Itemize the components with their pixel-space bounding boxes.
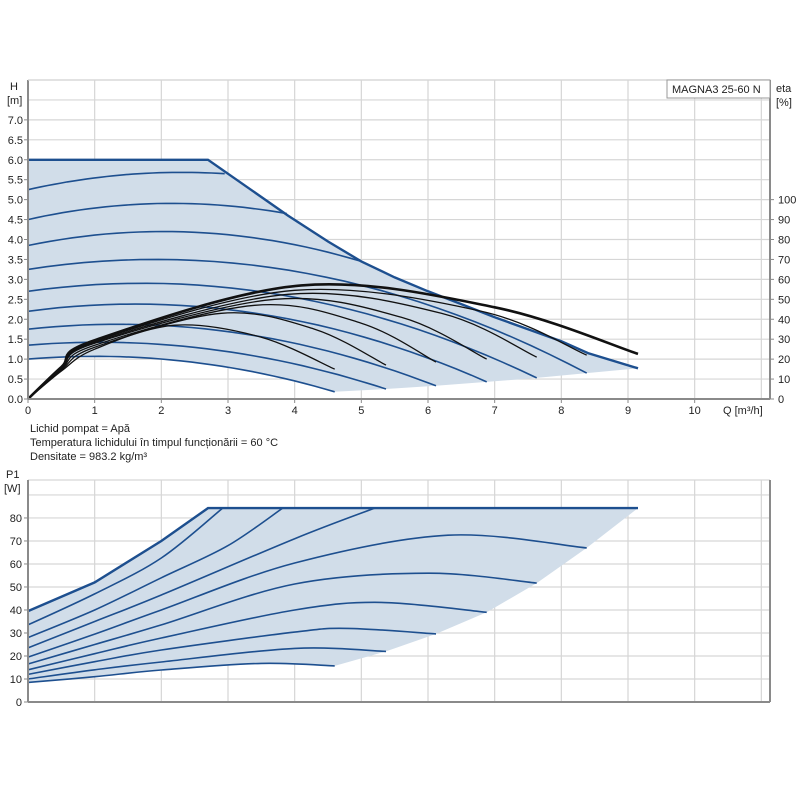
power-curve <box>27 534 587 658</box>
h-tick-label: 0.0 <box>8 394 23 406</box>
q-tick-label: 2 <box>158 405 164 417</box>
p1-tick-label: 0 <box>16 697 22 709</box>
h-tick-label: 2.5 <box>8 294 23 306</box>
q-tick-label: 0 <box>25 405 31 417</box>
speed-curve <box>27 303 488 383</box>
q-tick-label: 7 <box>492 405 498 417</box>
p1-tick-label: 40 <box>10 605 22 617</box>
top-plot-operating-area <box>28 159 638 392</box>
h-tick-label: 4.5 <box>8 215 23 227</box>
h-tick-label: 6.0 <box>8 155 23 167</box>
eta-tick-label: 60 <box>778 274 790 286</box>
h-tick-label: 5.0 <box>8 195 23 207</box>
power-curve <box>27 662 335 684</box>
power-area-fill <box>28 508 638 683</box>
power-curve <box>27 627 437 676</box>
h-tick-label: 4.0 <box>8 235 23 247</box>
efficiency-curve <box>27 312 387 400</box>
speed-curve <box>27 230 362 263</box>
eta-tick-label: 40 <box>778 314 790 326</box>
p1-tick-label: 80 <box>10 513 22 525</box>
speed-curve <box>27 171 225 191</box>
eta-axis-unit: [%] <box>776 97 792 109</box>
eta-tick-label: 0 <box>778 394 784 406</box>
h-tick-label: 7.0 <box>8 115 23 127</box>
eta-tick-label: 80 <box>778 235 790 247</box>
labels: H [m] eta [%] MAGNA3 25-60 N Q [m³/h] Li… <box>4 79 792 495</box>
h-tick-label: 1.5 <box>8 334 23 346</box>
eta-tick-label: 70 <box>778 254 790 266</box>
note-liquid: Lichid pompat = Apă <box>30 423 131 435</box>
h-tick-label: 1.0 <box>8 354 23 366</box>
q-tick-label: 5 <box>358 405 364 417</box>
top-plot-curves <box>27 158 639 400</box>
p1-tick-label: 30 <box>10 628 22 640</box>
top-plot-axes: 0.0 0.5 1.0 1.5 2.0 2.5 3.0 3.5 4.0 4.5 5.0 5.5 6.0 6… <box>8 79 796 417</box>
p1-tick-label: 10 <box>10 674 22 686</box>
h-tick-label: 6.5 <box>8 135 23 147</box>
q-tick-label: 9 <box>625 405 631 417</box>
legend-pump-model: MAGNA3 25-60 N <box>672 84 761 96</box>
bottom-plot-operating-area <box>28 508 638 683</box>
p1-tick-label: 50 <box>10 582 22 594</box>
q-axis-label: Q [m³/h] <box>723 405 763 417</box>
power-curve <box>27 507 224 626</box>
h-tick-label: 3.0 <box>8 274 23 286</box>
power-curve <box>27 647 387 680</box>
max-power-curve <box>27 506 638 613</box>
q-tick-label: 8 <box>558 405 564 417</box>
h-tick-label: 0.5 <box>8 374 23 386</box>
power-curve <box>27 507 375 649</box>
h-axis-label: H <box>10 81 18 93</box>
bottom-plot-axes: 0 10 20 30 40 50 60 70 80 <box>10 479 771 709</box>
operating-area-fill <box>28 159 638 392</box>
h-axis-unit: [m] <box>7 95 22 107</box>
eta-axis-label: eta <box>776 83 792 95</box>
p1-tick-label: 70 <box>10 536 22 548</box>
eta-tick-label: 10 <box>778 374 790 386</box>
q-tick-label: 1 <box>92 405 98 417</box>
power-curve <box>27 601 487 671</box>
eta-tick-label: 100 <box>778 195 796 207</box>
p1-axis-label: P1 <box>6 469 19 481</box>
p1-axis-unit: [W] <box>4 483 21 495</box>
q-tick-label: 4 <box>292 405 298 417</box>
q-tick-label: 10 <box>689 405 701 417</box>
efficiency-curve <box>27 282 639 400</box>
speed-curve <box>27 258 588 374</box>
p1-tick-label: 60 <box>10 559 22 571</box>
power-curve <box>27 572 537 665</box>
eta-tick-label: 90 <box>778 215 790 227</box>
note-temperature: Temperatura lichidului în timpul funcțio… <box>30 437 278 449</box>
h-tick-label: 5.5 <box>8 175 23 187</box>
efficiency-curve <box>27 304 437 400</box>
h-tick-label: 2.0 <box>8 314 23 326</box>
speed-curve <box>27 202 287 221</box>
speed-curve <box>27 323 437 387</box>
eta-tick-label: 20 <box>778 354 790 366</box>
power-curve <box>27 507 284 639</box>
q-tick-label: 3 <box>225 405 231 417</box>
eta-tick-label: 30 <box>778 334 790 346</box>
legend-box <box>666 79 771 99</box>
h-tick-label: 3.5 <box>8 254 23 266</box>
note-density: Densitate = 983.2 kg/m³ <box>30 451 147 463</box>
bottom-plot-curves <box>27 506 638 684</box>
p1-tick-label: 20 <box>10 651 22 663</box>
eta-tick-label: 50 <box>778 294 790 306</box>
q-tick-label: 6 <box>425 405 431 417</box>
